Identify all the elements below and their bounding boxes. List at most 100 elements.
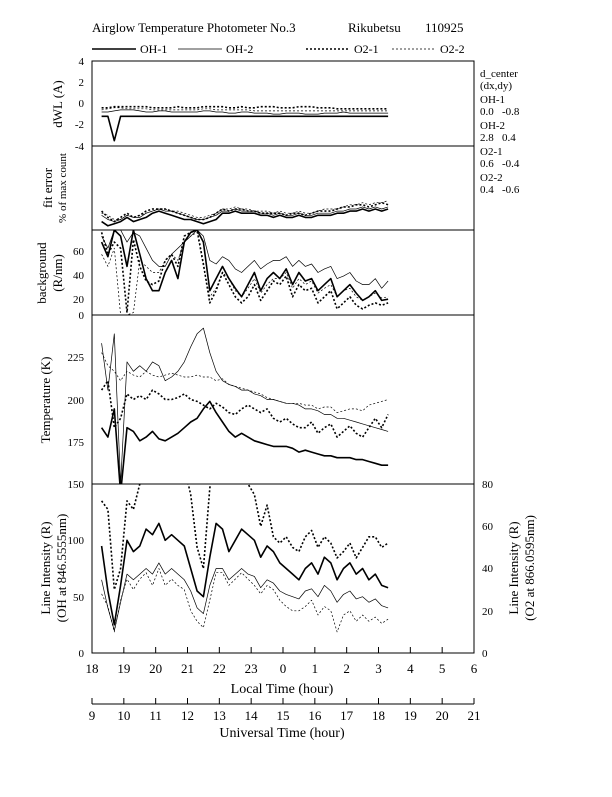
series-line-temperature-oh1 [100, 400, 389, 484]
plot-frame [91, 60, 475, 654]
panel-line-intensity: 150 100 50 0 80 60 40 20 0 Line Intensit… [38, 479, 537, 660]
series-line-fit-error-oh1 [101, 208, 389, 227]
bg-tick-label: 60 [73, 246, 85, 258]
local-time-tick-label: 1 [312, 661, 319, 676]
series-layer [100, 105, 389, 633]
local-time-tick-label: 23 [245, 661, 258, 676]
x-ticks: 18 9 19 10 20 11 21 12 22 13 23 14 0 15 1 16 2 17 3 18 4 19 5 2… [86, 647, 481, 723]
panel-background: 60 40 20 0 background (R/nm) [34, 242, 85, 322]
local-time-tick-label: 22 [213, 661, 226, 676]
local-time-tick-label: 18 [86, 661, 99, 676]
int-tick-label: 150 [68, 479, 85, 491]
d-center-values: 0.0 -0.8 [480, 106, 520, 118]
fit-ylabel-sub: % of max count [57, 153, 69, 223]
series-line-fit-error-o21 [101, 201, 389, 223]
local-time-tick-label: 2 [343, 661, 350, 676]
dwl-tick-label: -2 [75, 119, 84, 131]
d-center-name: OH-1 [480, 94, 505, 106]
legend: OH-1 OH-2 O2-1 O2-2 [92, 42, 465, 56]
chart-title: Airglow Temperature Photometer No.3 [92, 20, 296, 35]
int-rtick-label: 40 [482, 563, 494, 575]
ut-tick-label: 10 [117, 708, 130, 723]
ut-tick-label: 9 [89, 708, 96, 723]
series-line-line-intensity-o22 [101, 568, 389, 633]
ut-tick-label: 21 [468, 708, 481, 723]
int-rlabel-sub: (O2 at 866.0595nm) [522, 515, 537, 621]
int-ylabel-sub: (OH at 846.5555nm) [54, 514, 69, 623]
bg-ylabel-sub: (R/nm) [50, 254, 65, 292]
bg-ylabel: background [34, 242, 49, 304]
series-line-temperature-o22 [101, 352, 389, 413]
panel-fit-error: fit error % of max count [40, 153, 69, 223]
int-tick-label: 100 [68, 535, 85, 547]
d-center-info: d_center (dx,dy) OH-1 0.0 -0.8 OH-2 2.8 … [480, 68, 520, 196]
site-name: Rikubetsu [348, 20, 401, 35]
d-center-name: O2-1 [480, 146, 503, 158]
series-line-temperature-o21 [100, 379, 389, 438]
temp-ylabel: Temperature (K) [38, 357, 53, 444]
legend-label-o22: O2-2 [440, 42, 465, 56]
legend-label-oh2: OH-2 [226, 42, 253, 56]
ut-tick-label: 18 [372, 708, 385, 723]
ut-tick-label: 12 [181, 708, 194, 723]
ut-tick-label: 20 [436, 708, 449, 723]
int-rtick-label: 60 [482, 521, 494, 533]
int-tick-label: 0 [79, 648, 85, 660]
d-center-values: 0.6 -0.4 [480, 158, 520, 170]
int-rtick-label: 20 [482, 606, 494, 618]
local-time-tick-label: 21 [181, 661, 194, 676]
temp-tick-label: 175 [68, 437, 85, 449]
ut-tick-label: 13 [213, 708, 226, 723]
series-line-fit-error-oh2 [101, 206, 389, 222]
local-time-tick-label: 5 [439, 661, 446, 676]
dwl-tick-label: 4 [79, 56, 85, 68]
temp-tick-label: 225 [68, 352, 85, 364]
d-center-values: 0.4 -0.6 [480, 184, 520, 196]
dwl-tick-label: 2 [79, 77, 85, 89]
ut-xlabel: Universal Time (hour) [219, 726, 345, 741]
int-rtick-label: 80 [482, 479, 494, 491]
series-line-dwl-oh2 [101, 109, 389, 115]
ut-tick-label: 15 [277, 708, 290, 723]
series-line-dwl-o21 [101, 105, 389, 110]
series-line-temperature-oh2 [101, 327, 389, 484]
ut-tick-label: 16 [308, 708, 322, 723]
ut-tick-label: 19 [404, 708, 417, 723]
int-rtick-label: 0 [482, 648, 488, 660]
d-center-values: 2.8 0.4 [480, 132, 516, 144]
fit-ylabel: fit error [40, 167, 55, 208]
int-tick-label: 50 [73, 592, 85, 604]
dwl-ylabel: dWL (A) [50, 80, 65, 128]
dwl-tick-label: -4 [75, 141, 85, 153]
date-code: 110925 [425, 20, 464, 35]
ut-tick-label: 14 [245, 708, 259, 723]
series-line-background-oh2 [101, 230, 389, 289]
d-center-name: O2-2 [480, 172, 503, 184]
local-time-xlabel: Local Time (hour) [231, 682, 334, 697]
local-time-tick-label: 19 [117, 661, 130, 676]
local-time-tick-label: 20 [149, 661, 162, 676]
series-line-line-intensity-o21 [100, 484, 389, 591]
local-time-tick-label: 6 [471, 661, 478, 676]
bg-tick-label: 20 [73, 294, 85, 306]
bg-tick-label: 0 [79, 310, 85, 322]
int-rlabel: Line Intensity (R) [506, 521, 521, 614]
series-line-line-intensity-oh1 [100, 522, 389, 626]
series-line-dwl-oh1 [101, 115, 389, 142]
panel-temperature: 225 200 175 Temperature (K) [38, 352, 85, 449]
dwl-tick-label: 0 [79, 98, 85, 110]
legend-label-o21: O2-1 [354, 42, 379, 56]
panel-dwl: 4 2 0 -2 -4 dWL (A) [50, 56, 85, 153]
series-line-background-o22 [101, 232, 389, 315]
d-center-name: OH-2 [480, 120, 505, 132]
series-line-fit-error-o22 [101, 200, 389, 220]
local-time-tick-label: 3 [375, 661, 382, 676]
bg-tick-label: 40 [73, 270, 85, 282]
ut-tick-label: 11 [149, 708, 162, 723]
local-time-tick-label: 0 [280, 661, 287, 676]
legend-label-oh1: OH-1 [140, 42, 167, 56]
series-line-line-intensity-oh2 [101, 562, 389, 631]
d-center-subheading: (dx,dy) [480, 80, 512, 92]
d-center-heading: d_center [480, 68, 518, 80]
